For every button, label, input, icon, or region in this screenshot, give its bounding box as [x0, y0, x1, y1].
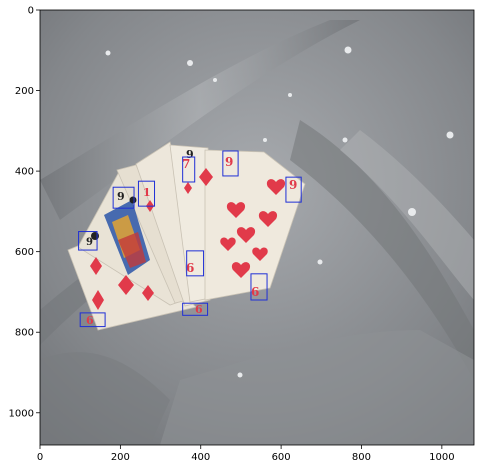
- detection-box: [79, 312, 106, 328]
- king-cloak: [118, 232, 146, 268]
- tuft-button: [213, 78, 217, 82]
- tuft-button: [237, 372, 243, 378]
- velvet-fold: [40, 352, 170, 445]
- card-index: 7: [182, 157, 190, 171]
- x-tick-label: 0: [37, 452, 43, 463]
- tuft-button: [187, 60, 193, 66]
- heart-pip: [266, 179, 286, 195]
- tuft-button: [408, 208, 416, 216]
- heart-pip: [226, 202, 246, 218]
- detection-box: [182, 302, 209, 316]
- diamond-pip: [199, 168, 213, 186]
- tuft-button: [288, 93, 292, 97]
- y-tick-label: 200: [15, 86, 34, 97]
- tuft-button: [344, 46, 352, 54]
- diamond-pip: [142, 285, 154, 301]
- tuft-button: [317, 259, 323, 265]
- heart-pip: [258, 211, 278, 227]
- velvet-fold: [340, 130, 474, 300]
- x-tick-label: 200: [111, 452, 130, 463]
- photo: 9 9 9 1 7 9 9 6 6 6 6: [40, 10, 474, 445]
- card-index: 9: [225, 155, 233, 169]
- axes-frame: [39, 9, 475, 446]
- card-index: 9: [186, 148, 194, 161]
- detection-box: [182, 156, 196, 183]
- detection-box: [222, 150, 239, 177]
- card-indices: 9 9 9 1 7 9 9 6 6 6 6: [86, 148, 297, 327]
- velvet-fold: [160, 330, 474, 445]
- card-index: 6: [195, 303, 203, 316]
- club-pip: [129, 196, 137, 204]
- y-axis: 0 200 400 600 800 1000: [9, 6, 40, 419]
- heart-pip: [231, 262, 251, 278]
- diamond-pip: [90, 257, 102, 275]
- velvet-buttons: [105, 46, 454, 378]
- detection-box: [186, 250, 205, 277]
- detection-box: [285, 176, 302, 203]
- x-tick-label: 600: [272, 452, 291, 463]
- tuft-button: [446, 131, 454, 139]
- y-tick-label: 0: [28, 6, 34, 17]
- card-index: 9: [86, 237, 93, 248]
- heart-pip: [220, 237, 236, 251]
- detection-boxes: [78, 150, 302, 328]
- heart-pip: [252, 247, 268, 261]
- velvet-fold: [290, 120, 474, 380]
- diamond-pip: [184, 182, 192, 194]
- tuft-button: [342, 137, 348, 143]
- card-index: 6: [251, 285, 259, 299]
- x-tick-label: 1000: [429, 452, 454, 463]
- y-tick-label: 800: [15, 328, 34, 339]
- y-tick-label: 400: [15, 167, 34, 178]
- heart-pips: [220, 179, 286, 278]
- detection-box: [250, 273, 268, 301]
- y-tick-label: 600: [15, 247, 34, 258]
- x-tick-label: 800: [352, 452, 371, 463]
- detection-box: [112, 186, 135, 209]
- card-index: 9: [117, 190, 125, 203]
- card-index: 6: [86, 314, 94, 327]
- diamond-pip: [92, 290, 104, 310]
- x-tick-label: 400: [191, 452, 210, 463]
- tuft-button: [263, 138, 267, 142]
- detection-box: [78, 231, 98, 251]
- y-tick-label: 1000: [9, 408, 34, 419]
- detection-box: [137, 180, 156, 207]
- card-index: 9: [289, 178, 297, 192]
- x-axis: 0 200 400 600 800 1000: [37, 445, 455, 463]
- heart-pip: [236, 227, 256, 243]
- tuft-button: [105, 50, 111, 56]
- card-index: 6: [186, 261, 194, 275]
- diamond-pip: [118, 275, 134, 295]
- card-index: 1: [143, 186, 151, 199]
